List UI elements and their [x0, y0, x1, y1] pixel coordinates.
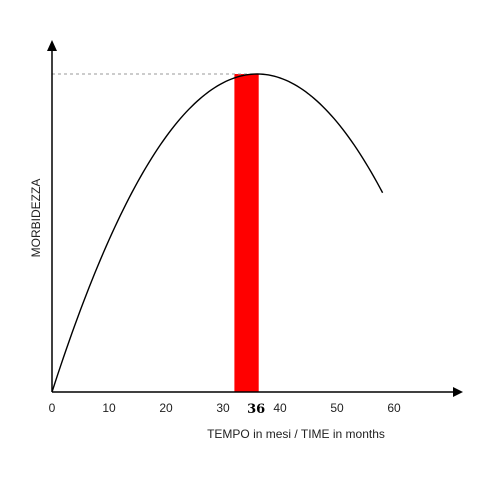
- x-tick-label: 40: [273, 401, 287, 415]
- highlight-band: [234, 74, 259, 392]
- x-tick-label: 30: [216, 401, 230, 415]
- x-axis-arrow-icon: [453, 387, 463, 397]
- x-tick-label: 10: [102, 401, 116, 415]
- softness-curve: [51, 73, 384, 393]
- x-tick-label: 60: [387, 401, 401, 415]
- y-axis-label: MORBIDEZZA: [29, 179, 43, 258]
- x-tick-label-highlight: 36: [247, 402, 265, 417]
- x-tick-label: 20: [159, 401, 173, 415]
- y-axis-arrow-icon: [47, 40, 57, 51]
- x-tick-label: 50: [330, 401, 344, 415]
- x-tick-label: 0: [49, 401, 56, 415]
- x-axis-label: TEMPO in mesi / TIME in months: [207, 427, 385, 441]
